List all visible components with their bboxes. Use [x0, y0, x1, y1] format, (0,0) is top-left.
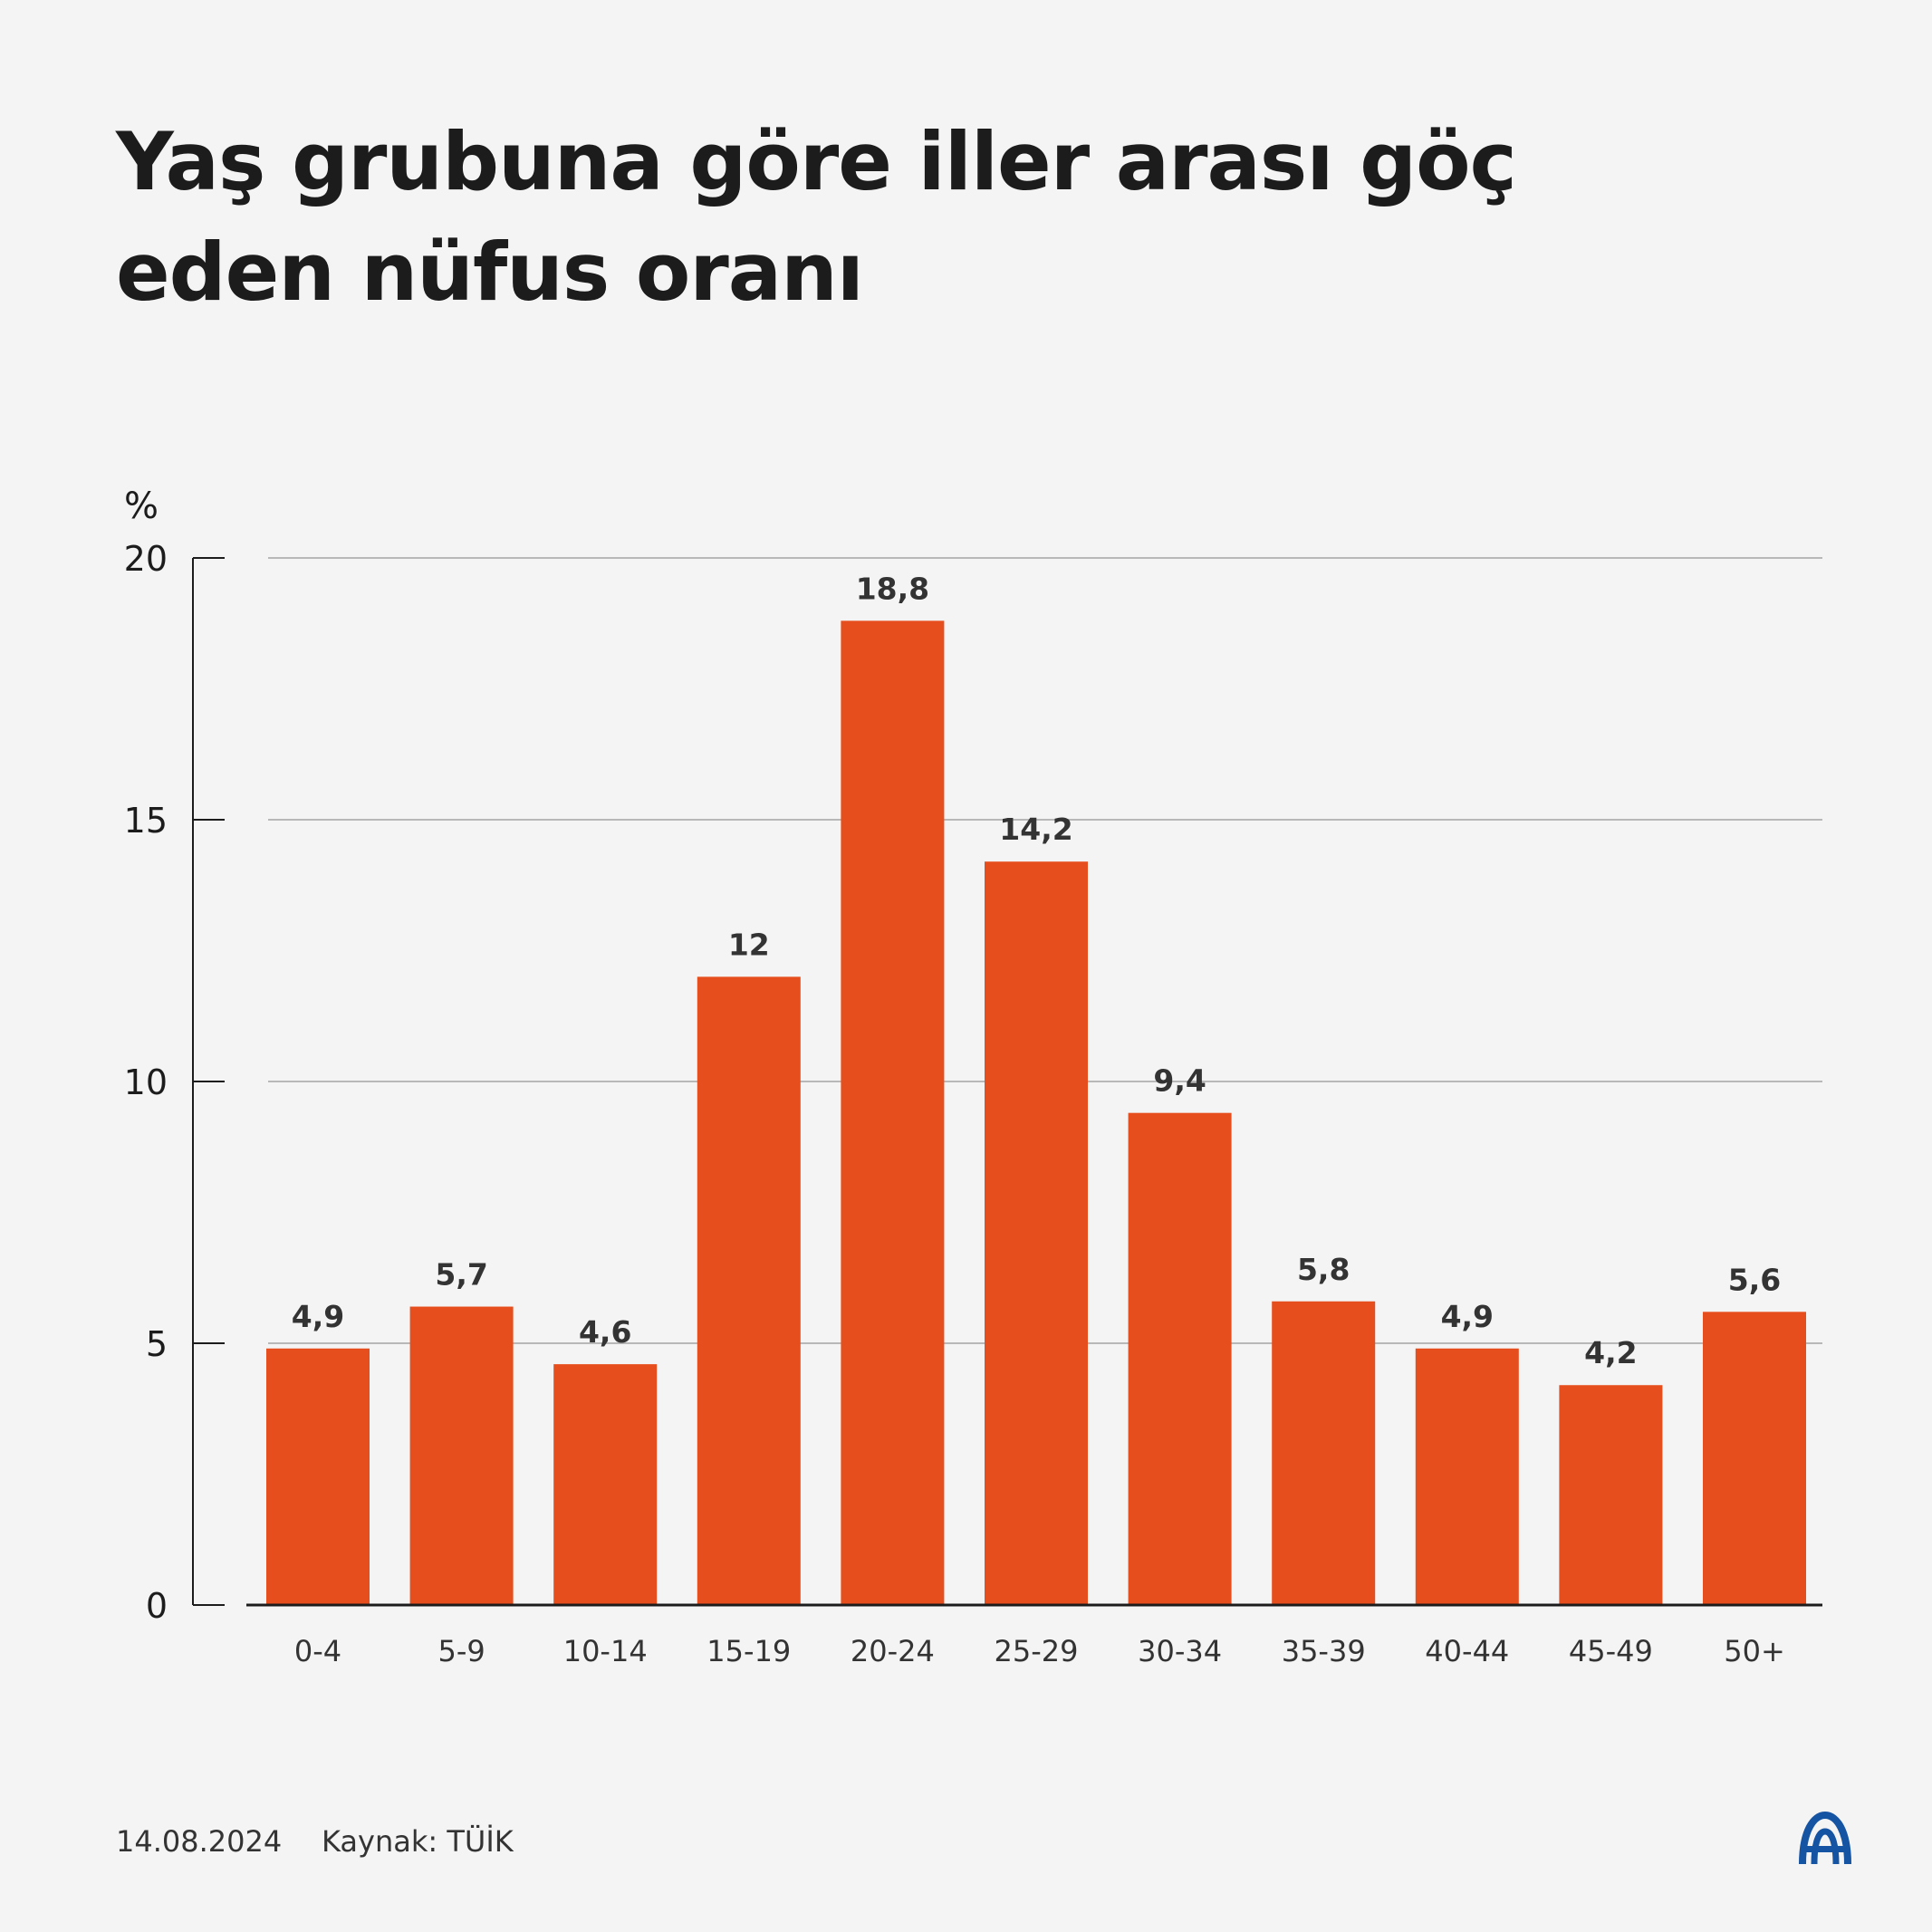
x-tick-label: 10-14 — [563, 1634, 648, 1668]
bar — [1128, 1112, 1232, 1605]
data-label: 5,8 — [1297, 1252, 1350, 1287]
x-tick-label: 0-4 — [294, 1634, 341, 1668]
data-label: 4,9 — [292, 1299, 344, 1334]
data-label: 14,2 — [999, 812, 1072, 847]
y-tick-label: 10 — [124, 1062, 168, 1102]
bar — [1415, 1348, 1519, 1605]
bar — [1272, 1301, 1376, 1605]
data-label: 9,4 — [1153, 1063, 1206, 1099]
y-tick-label: 5 — [146, 1324, 168, 1364]
date-label: 14.08.2024 — [116, 1824, 283, 1859]
y-tick-label: 15 — [124, 801, 168, 841]
data-label: 18,8 — [856, 571, 929, 606]
y-tick-label: 0 — [146, 1586, 168, 1626]
data-label: 5,6 — [1728, 1262, 1781, 1297]
chart-title: Yaş grubuna göre iller arası göç eden nü… — [116, 115, 1517, 319]
x-tick-label: 50+ — [1724, 1634, 1785, 1668]
bar — [697, 976, 801, 1605]
bar — [1703, 1312, 1806, 1605]
data-label: 12 — [728, 927, 770, 962]
x-tick-label: 20-24 — [851, 1634, 935, 1668]
bar — [553, 1364, 658, 1605]
bar — [409, 1306, 514, 1605]
x-tick-label: 25-29 — [995, 1634, 1079, 1668]
x-tick-label: 30-34 — [1138, 1634, 1222, 1668]
data-label: 4,2 — [1584, 1335, 1637, 1370]
x-tick-label: 40-44 — [1425, 1634, 1509, 1668]
y-tick-label: 20 — [124, 539, 168, 579]
data-label: 4,6 — [579, 1314, 631, 1350]
x-tick-label: 45-49 — [1569, 1634, 1653, 1668]
x-tick-label: 5-9 — [437, 1634, 485, 1668]
data-label: 4,9 — [1441, 1299, 1494, 1334]
x-tick-label: 15-19 — [706, 1634, 791, 1668]
aa-logo-icon — [1799, 1812, 1851, 1865]
source-label: Kaynak: TÜİK — [322, 1824, 514, 1859]
bar — [841, 620, 945, 1605]
bar — [1559, 1385, 1663, 1605]
bar — [985, 861, 1088, 1605]
bar — [266, 1348, 370, 1605]
x-tick-label: 35-39 — [1282, 1634, 1366, 1668]
y-axis-label: % — [124, 485, 159, 527]
data-label: 5,7 — [435, 1257, 487, 1293]
